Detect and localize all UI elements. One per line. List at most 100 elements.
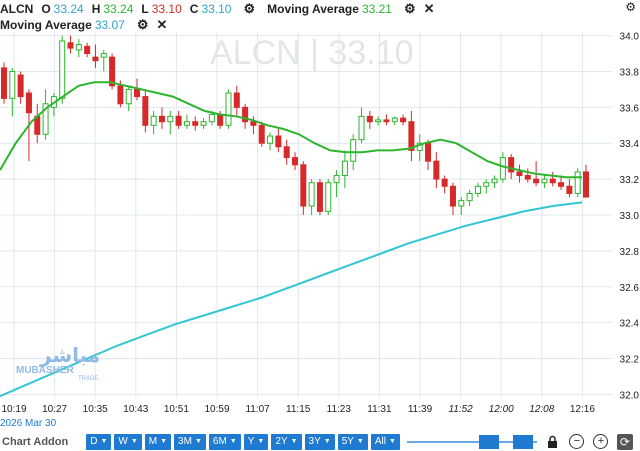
candle-body[interactable] xyxy=(42,103,49,135)
candle-body[interactable] xyxy=(242,106,249,123)
high-label: H xyxy=(91,2,101,16)
candle-body[interactable] xyxy=(491,178,498,184)
slider-handle-start[interactable] xyxy=(478,434,499,449)
candle-body[interactable] xyxy=(217,114,224,126)
close-icon[interactable]: ✕ xyxy=(156,17,168,32)
candle-body[interactable] xyxy=(200,121,207,126)
candle-body[interactable] xyxy=(375,119,382,123)
candle-body[interactable] xyxy=(358,115,365,141)
candle-body[interactable] xyxy=(59,40,66,99)
candle-body[interactable] xyxy=(1,67,7,99)
candle-body[interactable] xyxy=(109,56,116,87)
candle-body[interactable] xyxy=(283,146,290,159)
candle-body[interactable] xyxy=(117,85,124,105)
zoom-out-icon[interactable]: − xyxy=(569,434,585,450)
timeframe-button-5y[interactable]: 5Y ▼ xyxy=(337,433,368,450)
candle-body[interactable] xyxy=(258,124,265,144)
candle-body[interactable] xyxy=(425,142,432,162)
candle-body[interactable] xyxy=(483,182,490,187)
candle-body[interactable] xyxy=(25,92,32,114)
time-tick-label: 10:19 xyxy=(1,404,26,415)
candle-body[interactable] xyxy=(250,121,257,126)
candle-body[interactable] xyxy=(549,178,556,184)
candle-body[interactable] xyxy=(292,157,298,166)
zoom-in-icon[interactable]: + xyxy=(593,434,609,450)
candle-body[interactable] xyxy=(150,115,157,126)
candle-body[interactable] xyxy=(125,88,132,105)
candle-body[interactable] xyxy=(300,164,307,207)
candle-body[interactable] xyxy=(233,92,240,108)
range-slider[interactable] xyxy=(406,434,537,450)
candle-body[interactable] xyxy=(67,42,74,49)
candle-body[interactable] xyxy=(142,96,149,126)
timeframe-button-2y[interactable]: 2Y ▼ xyxy=(271,433,302,450)
candle-body[interactable] xyxy=(183,121,190,126)
candle-body[interactable] xyxy=(574,171,581,194)
candle-body[interactable] xyxy=(175,115,182,126)
candle-body[interactable] xyxy=(100,53,107,58)
candle-body[interactable] xyxy=(524,175,531,180)
gear-icon[interactable]: ⚙ xyxy=(136,17,149,32)
candle-body[interactable] xyxy=(308,182,315,207)
gear-icon[interactable]: ⚙ xyxy=(625,0,636,14)
candle-body[interactable] xyxy=(516,171,523,177)
candle-body[interactable] xyxy=(466,192,473,202)
candle-body[interactable] xyxy=(533,178,540,184)
price-chart[interactable]: ALCN | 33.10 32.0 32.2 32.4 32.6 32.8 33.0 33.… xyxy=(0,0,640,432)
candle-body[interactable] xyxy=(341,160,348,177)
gear-icon[interactable]: ⚙ xyxy=(403,1,416,16)
timeframe-button-w[interactable]: W ▼ xyxy=(114,433,142,450)
slider-track[interactable] xyxy=(406,440,537,443)
candle-body[interactable] xyxy=(408,121,415,151)
candle-body[interactable] xyxy=(566,185,573,194)
logo-sub: TRADE xyxy=(78,376,98,382)
timeframe-button-3y[interactable]: 3Y ▼ xyxy=(304,433,335,450)
candle-body[interactable] xyxy=(474,185,481,194)
candle-body[interactable] xyxy=(325,182,332,212)
candle-body[interactable] xyxy=(225,92,232,126)
indicator-1-value: 33.21 xyxy=(361,2,392,16)
candle-body[interactable] xyxy=(75,44,82,51)
candle-body[interactable] xyxy=(433,160,440,180)
candle-body[interactable] xyxy=(449,185,456,207)
candle-body[interactable] xyxy=(92,56,99,62)
timeframe-button-all[interactable]: All ▼ xyxy=(370,433,400,450)
candle-body[interactable] xyxy=(316,182,323,212)
candle-body[interactable] xyxy=(541,178,548,184)
candle-body[interactable] xyxy=(9,70,16,99)
candle-body[interactable] xyxy=(158,115,165,123)
gear-icon[interactable]: ⚙ xyxy=(243,1,256,16)
close-icon[interactable]: ✕ xyxy=(423,1,435,16)
chevron-down-icon: ▼ xyxy=(388,438,396,445)
refresh-icon[interactable]: ⟳ xyxy=(616,433,633,450)
candle-body[interactable] xyxy=(391,117,398,123)
candle-body[interactable] xyxy=(275,135,282,148)
slider-handle-end[interactable] xyxy=(512,434,533,449)
candle-body[interactable] xyxy=(583,171,589,198)
timeframe-label: 6M xyxy=(212,436,227,447)
candle-body[interactable] xyxy=(192,121,199,126)
candle-body[interactable] xyxy=(558,182,565,187)
candle-body[interactable] xyxy=(499,157,506,180)
timeframe-button-y[interactable]: Y ▼ xyxy=(243,433,269,450)
candle-body[interactable] xyxy=(17,74,24,98)
lock-icon[interactable] xyxy=(545,434,561,450)
candle-body[interactable] xyxy=(84,45,91,55)
candle-body[interactable] xyxy=(167,115,174,123)
low-value: 33.10 xyxy=(151,2,182,16)
candle-body[interactable] xyxy=(267,135,274,144)
candle-body[interactable] xyxy=(350,139,357,162)
candle-body[interactable] xyxy=(383,119,390,123)
candle-body[interactable] xyxy=(366,115,373,123)
candle-body[interactable] xyxy=(400,117,407,123)
candle-body[interactable] xyxy=(508,157,515,173)
candle-body[interactable] xyxy=(458,200,465,207)
candle-body[interactable] xyxy=(208,114,215,123)
candle-body[interactable] xyxy=(441,178,448,187)
candle-body[interactable] xyxy=(134,88,141,98)
timeframe-button-6m[interactable]: 6M ▼ xyxy=(208,433,241,450)
timeframe-button-3m[interactable]: 3M ▼ xyxy=(174,433,206,450)
timeframe-button-m[interactable]: M ▼ xyxy=(144,433,172,450)
candle-body[interactable] xyxy=(333,175,340,184)
timeframe-button-d[interactable]: D ▼ xyxy=(86,433,112,450)
